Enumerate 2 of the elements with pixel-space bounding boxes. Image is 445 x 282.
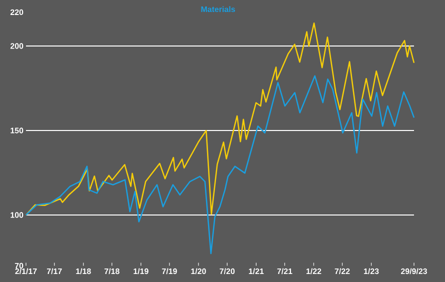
line-series [25,75,415,254]
line-series [25,22,415,216]
